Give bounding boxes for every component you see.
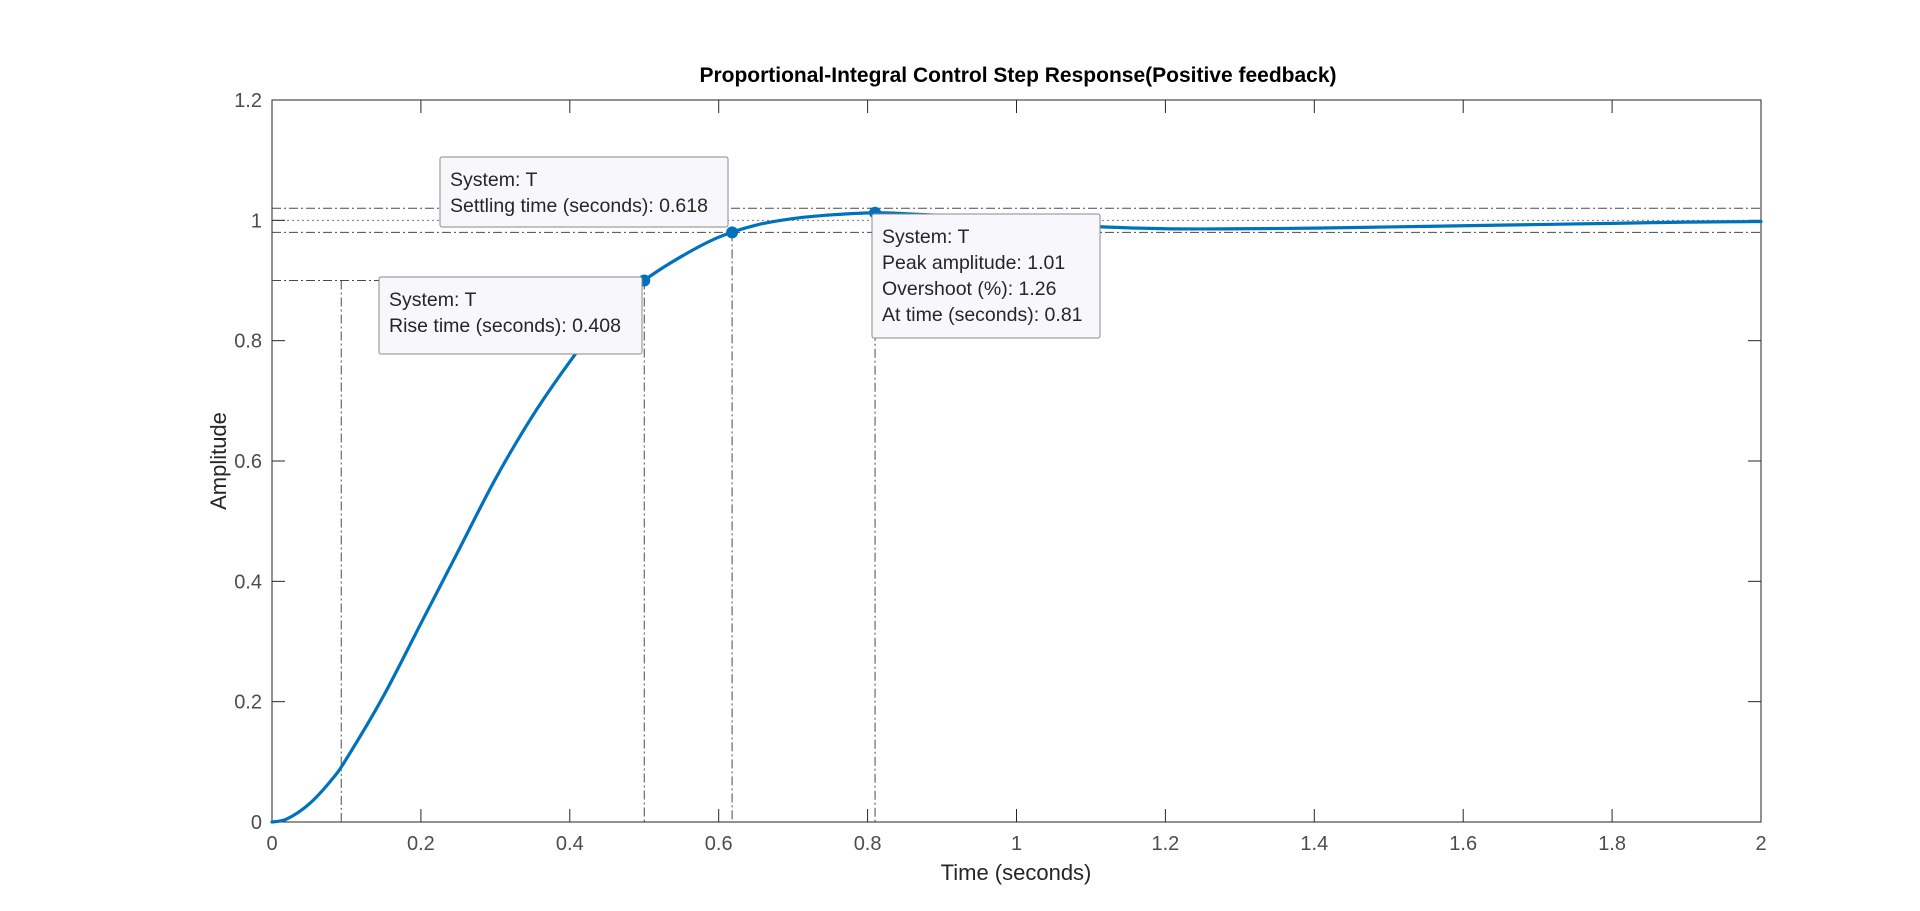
x-tick-label: 0.6 <box>705 833 733 855</box>
y-axis-label: Amplitude <box>206 412 231 510</box>
y-tick-label: 0.4 <box>234 571 262 593</box>
x-tick-label: 1.2 <box>1151 833 1179 855</box>
x-tick-label: 0 <box>266 833 277 855</box>
y-tick-label: 0 <box>251 812 262 834</box>
rise-data-tip: System: T Rise time (seconds): 0.408 <box>378 276 643 355</box>
peak-data-tip: System: T Peak amplitude: 1.01 Overshoot (… <box>871 213 1101 339</box>
peak-tip-box <box>871 213 1101 339</box>
series-line-0 <box>270 211 1763 824</box>
y-tick-label: 0.6 <box>234 451 262 473</box>
chart-title: Proportional-Integral Control Step Respo… <box>699 64 1336 87</box>
peak-tip-line: Peak amplitude: 1.01 <box>882 252 1065 274</box>
x-tick-label: 1 <box>1011 833 1022 855</box>
x-tick-label: 2 <box>1755 833 1766 855</box>
rise-tip-box <box>378 276 643 355</box>
x-tick-label: 1.8 <box>1598 833 1626 855</box>
y-tick-label: 0.8 <box>234 331 262 353</box>
settling-tip-line: Settling time (seconds): 0.618 <box>450 195 708 217</box>
peak-tip-line: System: T <box>882 226 969 248</box>
settling-marker <box>726 226 739 239</box>
x-axis-label: Time (seconds) <box>941 860 1092 885</box>
x-tick-label: 0.4 <box>556 833 584 855</box>
peak-tip-line: Overshoot (%): 1.26 <box>882 278 1057 300</box>
series-layer <box>270 211 1763 824</box>
settling-tip-box <box>439 156 729 228</box>
settling-data-tip: System: T Settling time (seconds): 0.618 <box>439 156 729 228</box>
x-tick-label: 0.8 <box>854 833 882 855</box>
y-tick-label: 0.2 <box>234 692 262 714</box>
x-tick-label: 1.6 <box>1449 833 1477 855</box>
axis-ticks: 0 0.2 0.4 0.6 0.8 1 1.2 1.4 1.6 1.8 2 0 0.2 0.4 0.6 0.8… <box>234 90 1766 855</box>
settling-tip-line: System: T <box>450 169 537 191</box>
y-tick-label: 1.2 <box>234 90 262 112</box>
x-tick-label: 0.2 <box>407 833 435 855</box>
peak-tip-line: At time (seconds): 0.81 <box>882 304 1083 326</box>
rise-tip-line: Rise time (seconds): 0.408 <box>389 315 621 337</box>
rise-tip-line: System: T <box>389 289 476 311</box>
x-tick-label: 1.4 <box>1300 833 1328 855</box>
y-tick-label: 1 <box>251 210 262 232</box>
